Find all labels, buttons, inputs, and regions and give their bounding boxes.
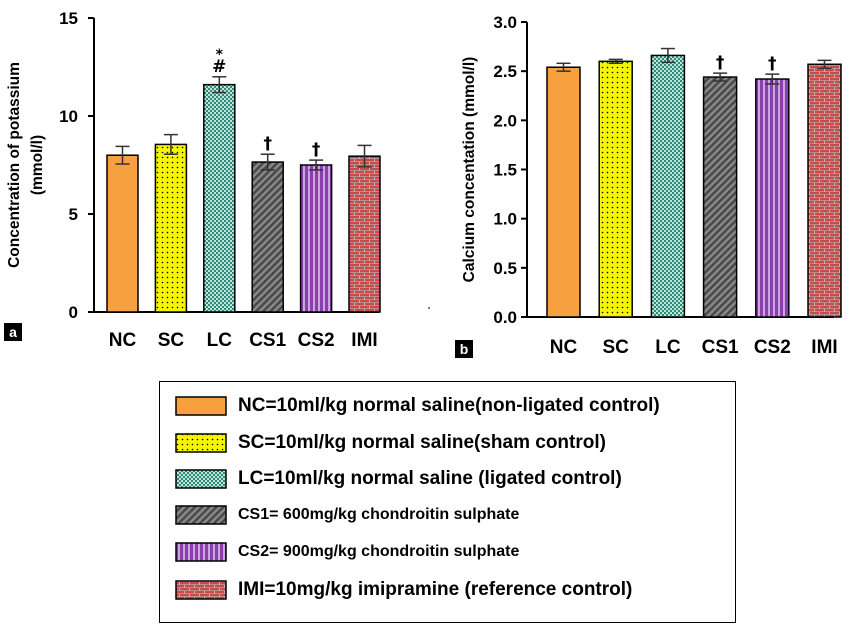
- y-axis-title: Calcium concentation (mmol/l): [461, 57, 478, 283]
- bar-cs2: [299, 164, 333, 313]
- y-axis-title-line: (mmol/l): [29, 135, 46, 195]
- legend-swatch-lc: [175, 469, 227, 489]
- legend-item-sc: SC=10ml/kg normal saline(sham control): [175, 431, 606, 455]
- bar-nc: [546, 66, 581, 318]
- significance-mark-cs2: †: [768, 54, 777, 74]
- y-tick-label: 0.0: [493, 308, 517, 327]
- y-tick-label: 10: [59, 107, 78, 126]
- stray-dot: [428, 307, 430, 309]
- bar-imi: [807, 63, 842, 318]
- x-tick-label-sc: SC: [158, 330, 185, 351]
- chart-panel-b: 0.0 0.5 1.0 1.5 2.0 2.5 3.0 Calcium concentatio…: [461, 13, 842, 358]
- x-tick-label-imi: IMI: [811, 337, 837, 358]
- legend-swatch-sc: [175, 433, 227, 453]
- legend-item-cs1: CS1= 600mg/kg chondroitin sulphate: [175, 503, 519, 527]
- bar-sc: [154, 143, 188, 313]
- x-tick-label-cs2: CS2: [298, 330, 335, 351]
- x-tick-label-lc: LC: [207, 330, 233, 351]
- legend-label-cs2: CS2= 900mg/kg chondroitin sulphate: [238, 543, 520, 560]
- legend-swatch-imi: [175, 580, 227, 600]
- y-axis-title-line: Concentration of potassium: [6, 62, 23, 268]
- significance-mark-cs1: †: [263, 134, 272, 154]
- y-tick-label: 0: [69, 303, 78, 322]
- bar-imi: [348, 155, 381, 313]
- bar-sc: [598, 60, 633, 318]
- x-tick-label-cs1: CS1: [702, 337, 739, 358]
- y-tick-label: 1.5: [493, 161, 517, 180]
- x-tick-label-nc: NC: [109, 330, 137, 351]
- legend-label-sc: SC=10ml/kg normal saline(sham control): [238, 432, 606, 453]
- legend-item-lc: LC=10ml/kg normal saline (ligated contro…: [175, 467, 622, 491]
- bar-lc: [203, 83, 236, 313]
- legend: NC=10ml/kg normal saline(non-ligated con…: [159, 381, 736, 623]
- bar-cs1: [251, 161, 284, 313]
- significance-mark-cs2: †: [312, 140, 321, 160]
- legend-label-cs1: CS1= 600mg/kg chondroitin sulphate: [238, 506, 520, 523]
- legend-item-imi: IMI=10mg/kg imipramine (reference contro…: [175, 578, 632, 602]
- y-tick-label: 15: [59, 9, 78, 28]
- y-tick-label: 0.5: [493, 259, 517, 278]
- legend-item-nc: NC=10ml/kg normal saline(non-ligated con…: [175, 394, 660, 418]
- x-tick-label-lc: LC: [655, 337, 681, 358]
- x-tick-label-imi: IMI: [351, 330, 377, 351]
- x-tick-label-sc: SC: [602, 337, 629, 358]
- y-tick-label: 2.0: [493, 111, 517, 130]
- significance-mark-lc: #: [212, 57, 226, 77]
- y-tick-label: 3.0: [493, 13, 517, 32]
- legend-swatch-cs1: [175, 505, 227, 525]
- legend-label-imi: IMI=10mg/kg imipramine (reference contro…: [238, 579, 633, 600]
- legend-swatch-cs2: [175, 542, 227, 562]
- x-tick-label-cs1: CS1: [249, 330, 286, 351]
- y-tick-label: 5: [69, 205, 78, 224]
- legend-label-lc: LC=10ml/kg normal saline (ligated contro…: [238, 468, 622, 489]
- bar-lc: [650, 54, 686, 318]
- x-tick-label-cs2: CS2: [754, 337, 791, 358]
- charts-canvas: 0 5 10 15 Concentration of potassium (mmol/l)…: [6, 9, 842, 358]
- bar-nc: [106, 154, 139, 313]
- y-tick-label: 1.0: [493, 210, 517, 229]
- legend-item-cs2: CS2= 900mg/kg chondroitin sulphate: [175, 540, 519, 564]
- bar-cs1: [702, 76, 738, 318]
- legend-swatch-nc: [175, 396, 227, 416]
- significance-mark-lc: *: [216, 47, 224, 63]
- legend-label-nc: NC=10ml/kg normal saline(non-ligated con…: [238, 395, 660, 416]
- bar-cs2: [755, 78, 790, 318]
- panel-label-a: a: [4, 323, 22, 341]
- y-tick-label: 2.5: [493, 62, 517, 81]
- chart-panel-a: 0 5 10 15 Concentration of potassium (mmol/l)…: [6, 9, 381, 351]
- x-tick-label-nc: NC: [550, 337, 578, 358]
- panel-label-b: b: [455, 340, 473, 358]
- significance-mark-cs1: †: [716, 53, 725, 73]
